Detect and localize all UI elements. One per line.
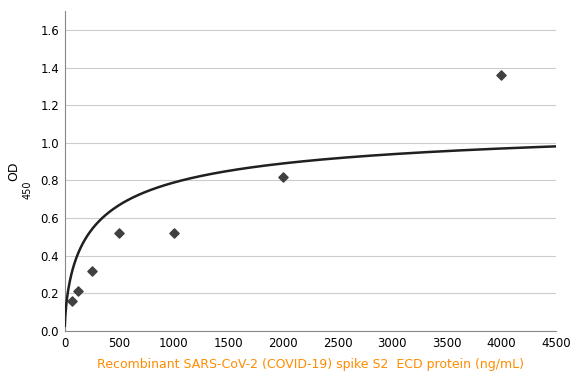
Point — [169, 230, 179, 236]
Text: 450: 450 — [23, 181, 33, 199]
Point — [67, 298, 76, 304]
Point — [74, 288, 83, 295]
Point — [115, 230, 124, 236]
Point — [278, 174, 288, 180]
Point — [87, 268, 97, 274]
Point — [497, 72, 506, 78]
Text: OD: OD — [8, 161, 20, 181]
X-axis label: Recombinant SARS-CoV-2 (COVID-19) spike S2  ECD protein (ng/mL): Recombinant SARS-CoV-2 (COVID-19) spike … — [97, 358, 524, 371]
